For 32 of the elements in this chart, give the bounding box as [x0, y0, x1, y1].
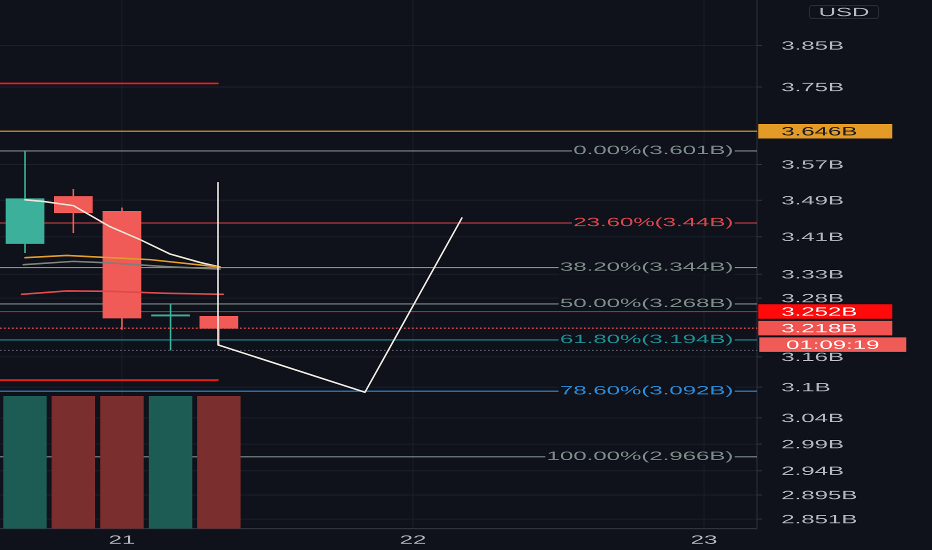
text: 01:09:19	[787, 340, 878, 349]
line-series	[22, 260, 221, 270]
y-tick-label: 3.16B	[782, 352, 843, 362]
y-tick-label: 3.57B	[782, 160, 843, 169]
y-tick-label: 2.99B	[782, 440, 843, 448]
ref-line-label: 100.00%(2.966B)	[548, 451, 732, 462]
x-tick-label: 23	[692, 535, 716, 544]
ref-line-label: 23.60%(3.44B)	[574, 217, 732, 229]
ref-line-label: 50.00%(3.268B)	[560, 298, 732, 310]
ref-line-label: 38.20%(3.344B)	[560, 262, 732, 274]
ref-line-label: 78.60%(3.092B)	[561, 386, 732, 397]
y-tick-label: 3.41B	[782, 232, 843, 242]
y-tick-label: 3.646B	[782, 126, 856, 136]
x-tick-label: 21	[110, 535, 134, 544]
ref-line-label: 0.00%(3.601B)	[574, 145, 732, 157]
y-tick-label: 3.75B	[782, 82, 843, 92]
line-series	[24, 254, 221, 268]
y-tick-label: 3.28B	[782, 294, 843, 302]
y-tick-label: 3.85B	[782, 41, 843, 50]
y-tick-label: 3.04B	[782, 414, 843, 422]
y-tick-label: 2.94B	[782, 466, 843, 475]
x-tick-label: 22	[400, 535, 426, 544]
y-tick-label: 3.33B	[782, 270, 843, 279]
y-tick-label: 3.252B	[782, 307, 856, 316]
ref-line-label: 61.80%(3.194B)	[561, 334, 732, 346]
y-tick-label: 2.851B	[782, 514, 856, 524]
y-tick-label: 2.895B	[782, 490, 856, 500]
y-axis-title: USD	[820, 8, 868, 16]
y-tick-label: 3.218B	[782, 324, 856, 332]
y-tick-label: 3.1B	[782, 382, 830, 392]
candlestick	[151, 303, 190, 352]
y-tick-label: 3.49B	[782, 196, 843, 204]
